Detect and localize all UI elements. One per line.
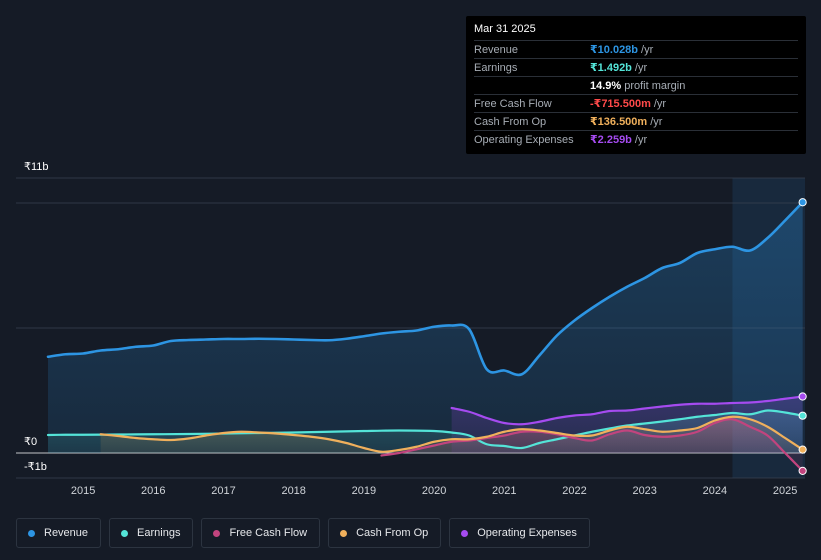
- legend-label: Operating Expenses: [477, 527, 577, 539]
- x-tick-label: 2022: [562, 485, 587, 497]
- tooltip-label: Earnings: [474, 61, 518, 74]
- legend-dot-icon: [28, 529, 35, 537]
- tooltip-value: ₹10.028b: [590, 44, 639, 56]
- cash-from-op-line: [99, 415, 804, 453]
- legend-item-cash-from-op[interactable]: Cash From Op: [328, 518, 442, 548]
- tooltip-row-revenue: Revenue ₹10.028b /yr: [474, 40, 798, 58]
- tooltip-unit: /yr: [641, 43, 654, 56]
- tooltip-label: Revenue: [474, 43, 519, 56]
- tooltip-unit: /yr: [650, 115, 663, 128]
- tooltip-value: 14.9%: [590, 79, 622, 92]
- x-tick-label: 2023: [632, 485, 657, 497]
- revenue-area: [48, 202, 803, 453]
- legend-item-earnings[interactable]: Earnings: [109, 518, 194, 548]
- x-tick-label: 2015: [70, 485, 96, 497]
- tooltip-label: Free Cash Flow: [474, 97, 552, 110]
- tooltip-value: ₹2.259b: [590, 134, 632, 146]
- free-cash-flow-end-point: [798, 466, 807, 475]
- legend-dot-icon: [121, 529, 129, 537]
- tooltip-value: ₹136.500m: [590, 116, 648, 128]
- legend-dot-icon: [461, 529, 469, 537]
- x-tick-label: 2020: [421, 485, 447, 497]
- tooltip-unit: /yr: [634, 133, 648, 146]
- x-tick-label: 2021: [492, 485, 517, 497]
- operating-expenses-end-point: [798, 392, 807, 401]
- earnings-end-point: [798, 411, 807, 420]
- x-tick-label: 2024: [702, 485, 728, 497]
- legend-label: Cash From Op: [356, 527, 429, 539]
- revenue-line: [46, 200, 804, 377]
- tooltip-unit: /yr: [634, 61, 648, 74]
- y-tick-label-bottom: -₹1b: [24, 461, 47, 473]
- x-tick-label: 2019: [351, 485, 377, 497]
- x-tick-label: 2018: [281, 485, 306, 497]
- y-tick-label-top: ₹11b: [24, 161, 49, 173]
- x-tick-label: 2017: [211, 485, 236, 497]
- cash-from-op-end-point: [798, 445, 807, 454]
- revenue-end-point: [798, 198, 807, 207]
- legend-label: Earnings: [137, 527, 181, 539]
- y-tick-label-zero: ₹0: [24, 436, 38, 448]
- tooltip-row-cash-from-op: Cash From Op ₹136.500m /yr: [474, 112, 798, 130]
- tooltip-unit: profit margin: [624, 79, 686, 92]
- legend-label: Free Cash Flow: [229, 527, 308, 539]
- tooltip-label: Cash From Op: [474, 115, 547, 128]
- legend-dot-icon: [213, 529, 221, 537]
- earnings-line: [46, 409, 804, 450]
- tooltip-label: Operating Expenses: [474, 133, 574, 146]
- legend-label: Revenue: [44, 527, 89, 539]
- free-cash-flow-line: [380, 418, 804, 472]
- tooltip-row-profit-margin: 14.9% profit margin: [474, 76, 798, 94]
- tooltip-unit: /yr: [653, 97, 667, 110]
- legend-item-revenue[interactable]: Revenue: [16, 518, 102, 548]
- legend-item-free-cash-flow[interactable]: Free Cash Flow: [201, 518, 321, 548]
- tooltip-value: -₹715.500m: [590, 98, 651, 110]
- legend: Revenue Earnings Free Cash Flow Cash Fro…: [16, 518, 590, 548]
- tooltip-row-free-cash-flow: Free Cash Flow -₹715.500m /yr: [474, 94, 798, 112]
- tooltip-value: ₹1.492b: [590, 62, 632, 74]
- tooltip-row-earnings: Earnings ₹1.492b /yr: [474, 58, 798, 76]
- tooltip-date: Mar 31 2025: [474, 23, 536, 35]
- tooltip-row-operating-expenses: Operating Expenses ₹2.259b /yr: [474, 130, 798, 148]
- legend-item-operating-expenses[interactable]: Operating Expenses: [449, 518, 590, 548]
- x-tick-label: 2016: [141, 485, 166, 497]
- operating-expenses-line: [450, 395, 804, 426]
- tooltip-panel: Mar 31 2025 Revenue ₹10.028b /yr Earning…: [466, 16, 806, 154]
- x-tick-label: 2025: [772, 485, 798, 497]
- legend-dot-icon: [340, 529, 348, 537]
